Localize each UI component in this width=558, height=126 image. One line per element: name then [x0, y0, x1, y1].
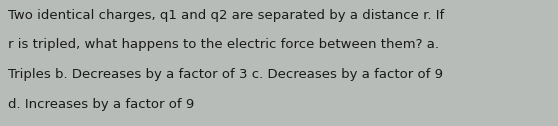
Text: Two identical charges, q1 and q2 are separated by a distance r. If: Two identical charges, q1 and q2 are sep…	[8, 9, 445, 22]
Text: Triples b. Decreases by a factor of 3 c. Decreases by a factor of 9: Triples b. Decreases by a factor of 3 c.…	[8, 68, 444, 81]
Text: d. Increases by a factor of 9: d. Increases by a factor of 9	[8, 98, 195, 111]
Text: r is tripled, what happens to the electric force between them? a.: r is tripled, what happens to the electr…	[8, 38, 439, 51]
